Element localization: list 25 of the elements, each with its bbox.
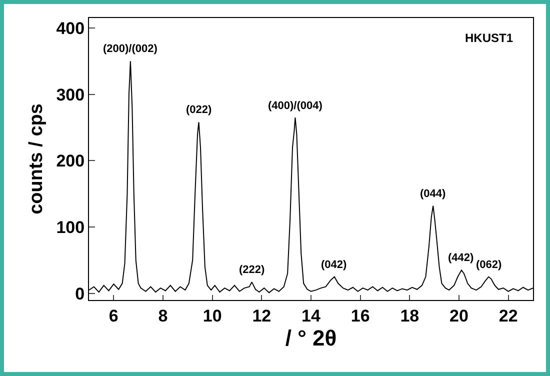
annotation: (222) xyxy=(239,264,266,276)
y-tick-label: 0 xyxy=(75,284,85,304)
y-axis-title: counts / cps xyxy=(26,104,48,214)
annotation: (400)/(004) xyxy=(268,100,323,112)
x-tick-label: 18 xyxy=(400,306,420,326)
x-tick-label: 8 xyxy=(158,306,168,326)
x-tick-label: 16 xyxy=(350,306,370,326)
y-tick-label: 400 xyxy=(56,18,85,38)
annotation: (442) xyxy=(448,252,474,264)
x-tick-label: 6 xyxy=(108,306,118,326)
x-tick-label: 12 xyxy=(252,306,272,326)
x-axis-title: / ° 2θ xyxy=(285,325,337,350)
x-tick-label: 22 xyxy=(498,306,518,326)
y-tick-label: 300 xyxy=(56,85,85,104)
annotation: (022) xyxy=(186,104,212,116)
annotation: (200)/(002) xyxy=(103,43,158,55)
annotation: (042) xyxy=(321,259,348,271)
y-tick-label: 200 xyxy=(56,152,85,171)
annotation: (044) xyxy=(420,188,446,200)
x-tick-label: 10 xyxy=(202,306,222,326)
x-tick-label: 14 xyxy=(302,306,321,326)
annotation: (062) xyxy=(476,259,502,271)
annotation: HKUST1 xyxy=(465,31,514,45)
x-tick-label: 20 xyxy=(450,306,468,326)
y-tick-label: 100 xyxy=(56,218,85,237)
